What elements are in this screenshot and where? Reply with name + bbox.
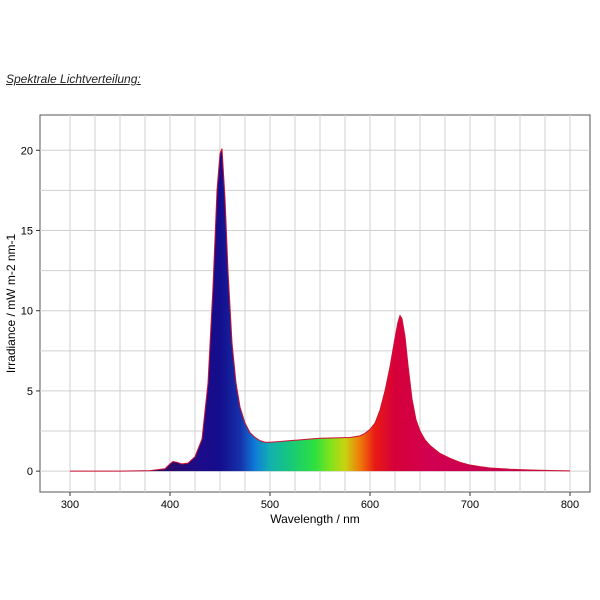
y-tick-label: 15 xyxy=(21,226,33,238)
axis-ticks: 300 400 500 600 700 800 0 5 10 15 20 xyxy=(21,145,579,511)
x-tick-label: 600 xyxy=(361,499,379,511)
y-tick-label: 20 xyxy=(21,145,33,157)
x-tick-label: 700 xyxy=(461,499,479,511)
x-tick-label: 800 xyxy=(561,499,579,511)
x-tick-label: 300 xyxy=(61,499,79,511)
y-axis-label: Irradiance / mW m-2 nm-1 xyxy=(4,233,18,373)
plot-area xyxy=(39,114,591,493)
spectrum-line xyxy=(70,148,571,472)
x-tick-label: 400 xyxy=(161,499,179,511)
y-tick-label: 10 xyxy=(21,306,33,318)
x-tick-label: 500 xyxy=(261,499,279,511)
chart-heading: Spektrale Lichtverteilung: xyxy=(6,72,141,86)
y-tick-label: 0 xyxy=(27,466,33,478)
y-tick-label: 5 xyxy=(27,386,33,398)
x-axis-label: Wavelength / nm xyxy=(270,512,360,526)
